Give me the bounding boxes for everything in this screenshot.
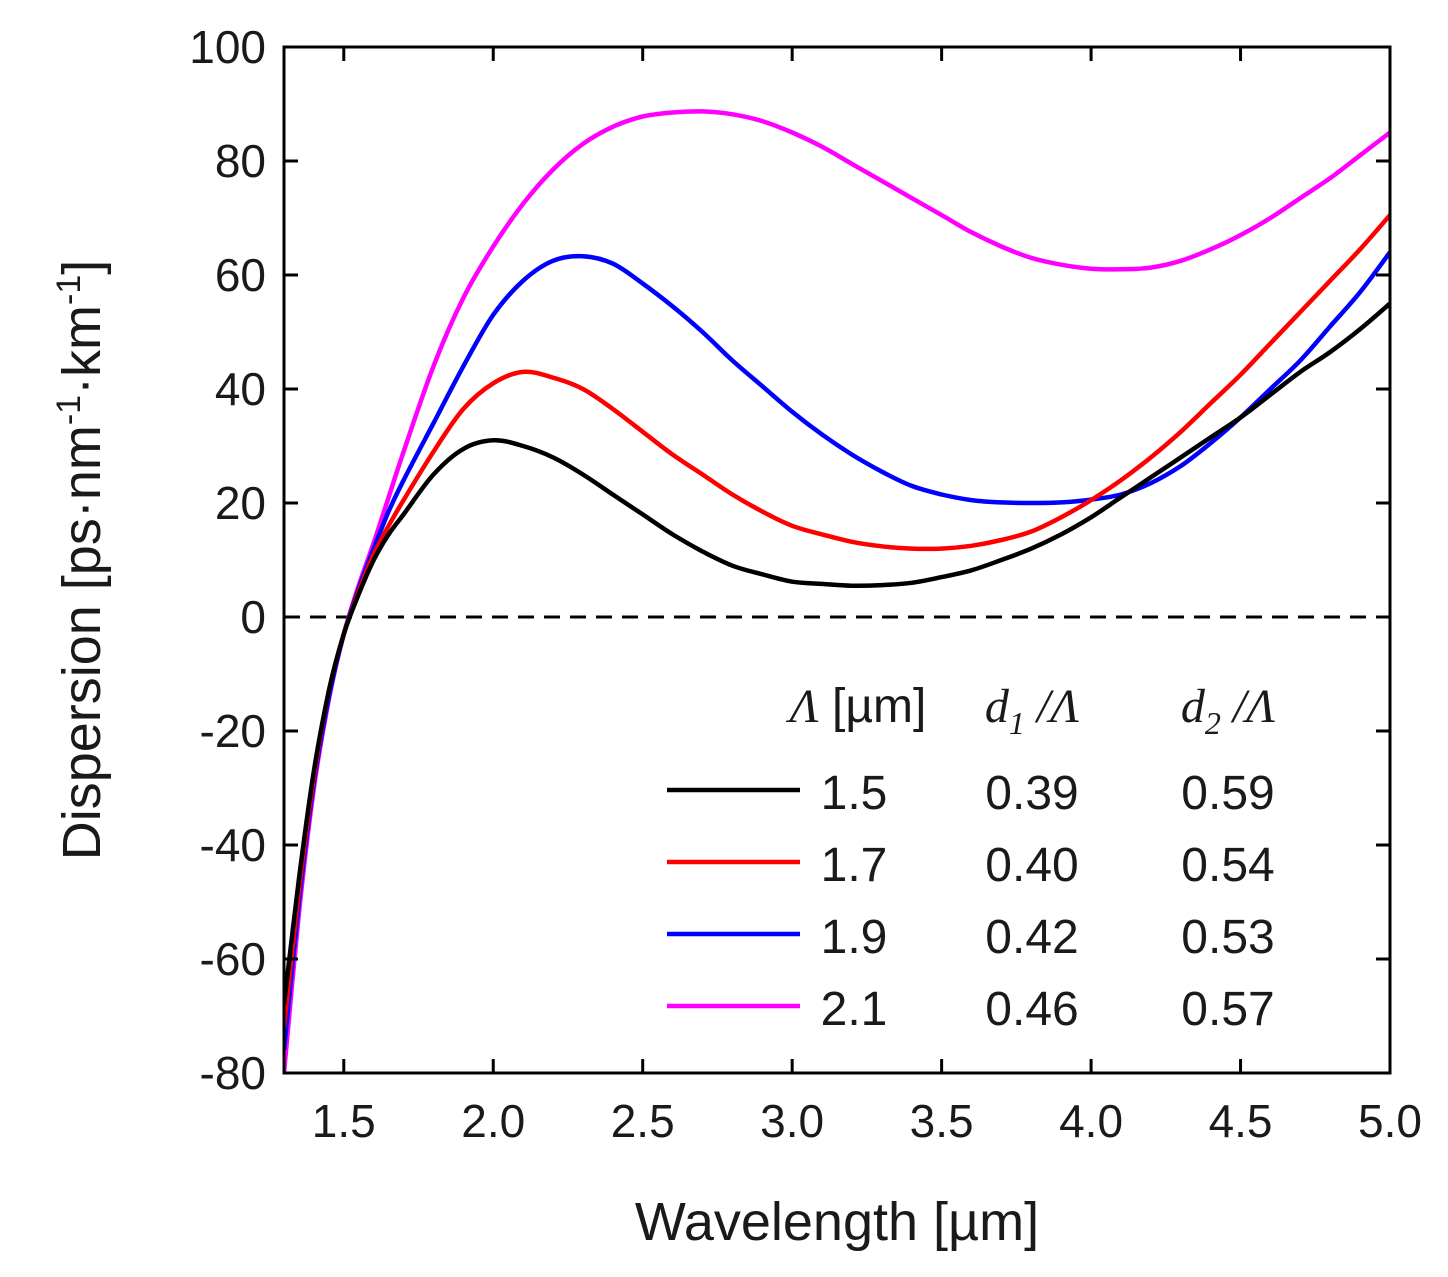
y-tick-label: -20 [200, 705, 266, 757]
y-tick-label: 60 [215, 249, 266, 301]
y-tick-label: 20 [215, 477, 266, 529]
x-tick-label: 4.5 [1209, 1095, 1273, 1147]
y-axis-title-suffix: ] [52, 260, 112, 275]
y-axis-title: Dispersion [ps·nm-1·km-1] [50, 260, 112, 861]
legend-header-d1: d1 /Λ [985, 680, 1079, 741]
legend-d1-value: 0.42 [985, 911, 1078, 964]
y-tick-label: -40 [200, 819, 266, 871]
legend-d2-value: 0.59 [1181, 767, 1274, 820]
legend-header-d2-var: d [1181, 680, 1206, 733]
legend-d2-value: 0.54 [1181, 839, 1274, 892]
x-tick-label: 5.0 [1358, 1095, 1422, 1147]
legend-d2-value: 0.57 [1181, 983, 1274, 1036]
x-axis-title: Wavelength [µm] [635, 1192, 1039, 1252]
y-axis-title-exponent: -1 [50, 395, 88, 425]
y-axis-title-mid: ·km [52, 305, 112, 395]
legend-header-d1-den: /Λ [1025, 680, 1079, 733]
series-line-lambda-1-7 [284, 213, 1390, 1028]
y-tick-label: -60 [200, 933, 266, 985]
legend-d1-value: 0.39 [985, 767, 1078, 820]
legend-header-d2-sub: 2 [1205, 705, 1221, 741]
legend-header-lambda: Λ [µm] [786, 680, 927, 733]
legend-lambda-value: 1.5 [821, 767, 888, 820]
y-tick-label: 0 [240, 591, 266, 643]
series-line-lambda-1-5 [284, 301, 1390, 1005]
legend-header-lambda-unit: [µm] [819, 680, 927, 733]
y-axis-title-prefix: Dispersion [ps·nm [52, 425, 112, 860]
y-tick-label: 40 [215, 363, 266, 415]
legend-header-d1-sub: 1 [1009, 705, 1025, 741]
x-tick-label: 2.5 [611, 1095, 675, 1147]
legend-d2-value: 0.53 [1181, 911, 1274, 964]
y-tick-label: 100 [189, 21, 266, 73]
legend-d1-value: 0.40 [985, 839, 1078, 892]
legend-header-d1-var: d [985, 680, 1010, 733]
y-tick-label: -80 [200, 1047, 266, 1099]
legend-lambda-value: 1.9 [821, 911, 888, 964]
legend-header-d2-den: /Λ [1221, 680, 1275, 733]
plot-frame [282, 45, 1392, 1075]
legend-lambda-value: 1.7 [821, 839, 888, 892]
legend-lambda-value: 2.1 [821, 983, 888, 1036]
x-tick-label: 3.0 [760, 1095, 824, 1147]
x-tick-label: 4.0 [1059, 1095, 1123, 1147]
y-axis-title-exponent: -1 [50, 275, 88, 305]
legend-header-d2: d2 /Λ [1181, 680, 1275, 741]
y-tick-label: 80 [215, 135, 266, 187]
legend-header-lambda-symbol: Λ [786, 680, 819, 733]
x-tick-label: 2.0 [461, 1095, 525, 1147]
legend-d1-value: 0.46 [985, 983, 1078, 1036]
x-tick-label: 1.5 [312, 1095, 376, 1147]
series-line-lambda-1-9 [284, 250, 1390, 1051]
x-tick-label: 3.5 [910, 1095, 974, 1147]
